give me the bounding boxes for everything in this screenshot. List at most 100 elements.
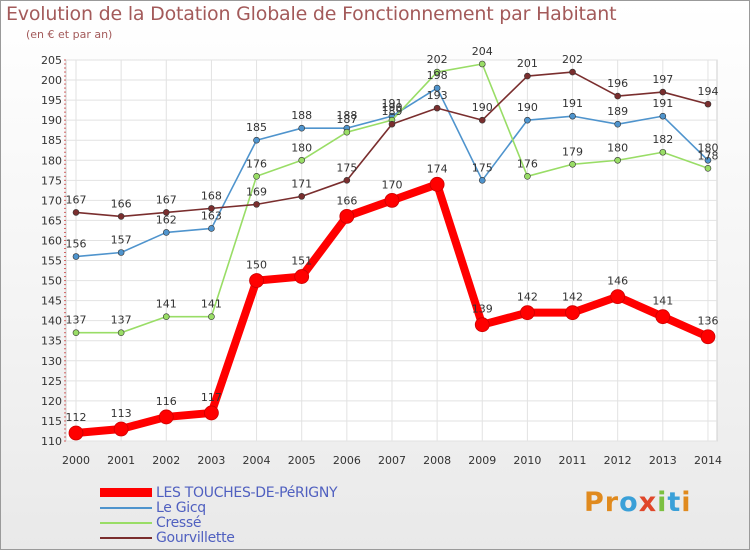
y-tick-label: 140 xyxy=(41,315,62,328)
y-tick-label: 130 xyxy=(41,355,62,368)
data-label-les-touches-de-p-rigny: 170 xyxy=(381,178,402,191)
data-point-gourvillette xyxy=(388,120,396,128)
data-point-gourvillette xyxy=(253,201,260,208)
logo-letter: i xyxy=(657,487,668,518)
data-point-gourvillette xyxy=(298,193,306,200)
data-label-les-touches-de-p-rigny: 174 xyxy=(427,162,448,175)
y-tick-label: 175 xyxy=(41,174,62,187)
logo-letter: i xyxy=(681,487,692,518)
x-tick-label: 2001 xyxy=(107,454,135,467)
data-label-cress-: 141 xyxy=(201,298,222,311)
legend-label: Cressé xyxy=(156,514,202,531)
y-tick-label: 205 xyxy=(41,54,62,67)
data-point-cress- xyxy=(704,164,712,172)
data-point-cress- xyxy=(659,148,667,156)
data-label-gourvillette: 175 xyxy=(336,161,357,174)
data-label-le-gicq: 175 xyxy=(472,161,493,174)
data-point-les-touches-de-p-rigny xyxy=(565,305,580,321)
data-point-les-touches-de-p-rigny xyxy=(520,305,535,321)
data-label-gourvillette: 169 xyxy=(246,185,267,198)
data-label-cress-: 187 xyxy=(336,113,357,126)
data-label-cress-: 180 xyxy=(291,141,312,154)
data-point-les-touches-de-p-rigny xyxy=(429,176,445,192)
data-label-cress-: 176 xyxy=(517,157,538,170)
data-label-le-gicq: 191 xyxy=(652,97,673,110)
legend-item-les-touches-de-p-rigny: LES TOUCHES-DE-PéRIGNY xyxy=(100,485,338,501)
data-point-gourvillette xyxy=(704,100,712,108)
data-label-le-gicq: 191 xyxy=(381,97,402,110)
data-point-le-gicq xyxy=(208,225,215,232)
data-label-cress-: 204 xyxy=(472,45,493,58)
data-label-gourvillette: 201 xyxy=(517,57,538,70)
data-point-les-touches-de-p-rigny xyxy=(158,409,174,425)
x-tick-label: 2006 xyxy=(333,454,361,467)
data-point-le-gicq xyxy=(72,253,80,260)
data-label-le-gicq: 162 xyxy=(156,213,177,226)
logo-letter: P xyxy=(584,487,605,518)
y-tick-label: 170 xyxy=(41,194,62,207)
data-label-les-touches-de-p-rigny: 116 xyxy=(156,395,177,408)
x-tick-label: 2002 xyxy=(152,454,180,467)
data-point-cress- xyxy=(208,313,215,320)
data-point-cress- xyxy=(524,173,531,180)
data-label-les-touches-de-p-rigny: 139 xyxy=(472,303,493,316)
y-tick-label: 160 xyxy=(41,234,62,247)
data-label-gourvillette: 202 xyxy=(562,53,583,66)
data-label-gourvillette: 197 xyxy=(652,73,673,86)
data-point-les-touches-de-p-rigny xyxy=(339,209,355,224)
x-tick-label: 2014 xyxy=(694,454,722,467)
data-label-les-touches-de-p-rigny: 112 xyxy=(66,411,87,424)
y-tick-label: 125 xyxy=(41,375,62,388)
legend-swatch xyxy=(100,488,152,497)
data-label-gourvillette: 171 xyxy=(291,177,312,190)
data-label-gourvillette: 190 xyxy=(472,101,493,114)
x-tick-label: 2013 xyxy=(649,454,677,467)
y-tick-label: 150 xyxy=(41,275,62,288)
data-point-gourvillette xyxy=(72,209,80,216)
y-tick-label: 110 xyxy=(41,435,62,448)
chart-title: Evolution de la Dotation Globale de Fonc… xyxy=(6,3,617,25)
y-tick-label: 185 xyxy=(41,134,62,147)
data-point-les-touches-de-p-rigny xyxy=(610,289,626,305)
data-point-gourvillette xyxy=(433,104,441,112)
data-point-les-touches-de-p-rigny xyxy=(113,421,129,437)
data-point-cress- xyxy=(298,156,306,164)
x-tick-label: 2007 xyxy=(378,454,406,467)
data-label-les-touches-de-p-rigny: 142 xyxy=(562,291,583,304)
data-label-le-gicq: 180 xyxy=(697,141,718,154)
data-point-le-gicq xyxy=(659,112,667,120)
y-tick-label: 190 xyxy=(41,114,62,127)
legend: LES TOUCHES-DE-PéRIGNY Le Gicq Cressé Gourv… xyxy=(100,485,338,546)
data-label-les-touches-de-p-rigny: 142 xyxy=(517,291,538,304)
legend-item-gourvillette: Gourvillette xyxy=(100,529,337,546)
legend-swatch xyxy=(100,536,152,539)
data-point-le-gicq xyxy=(298,124,306,132)
data-label-les-touches-de-p-rigny: 113 xyxy=(111,407,132,420)
data-label-gourvillette: 166 xyxy=(111,197,132,210)
y-tick-label: 120 xyxy=(41,395,62,408)
data-point-les-touches-de-p-rigny xyxy=(655,309,671,325)
legend-label: Gourvillette xyxy=(156,529,235,546)
data-point-les-touches-de-p-rigny xyxy=(700,329,716,345)
x-tick-label: 2005 xyxy=(288,454,316,467)
data-point-le-gicq xyxy=(253,136,260,144)
data-label-les-touches-de-p-rigny: 151 xyxy=(291,255,312,268)
data-point-gourvillette xyxy=(117,213,125,220)
data-point-cress- xyxy=(72,329,80,337)
data-point-le-gicq xyxy=(569,112,576,120)
data-label-les-touches-de-p-rigny: 150 xyxy=(246,259,267,272)
data-point-gourvillette xyxy=(208,205,215,212)
y-tick-label: 195 xyxy=(41,94,62,107)
y-tick-label: 145 xyxy=(41,295,62,308)
data-label-cress-: 179 xyxy=(562,145,583,158)
chart-subtitle: (en € et par an) xyxy=(26,28,113,41)
data-point-cress- xyxy=(343,128,351,136)
data-label-le-gicq: 190 xyxy=(517,101,538,114)
x-tick-label: 2012 xyxy=(604,454,632,467)
data-label-gourvillette: 167 xyxy=(156,193,177,206)
data-label-cress-: 141 xyxy=(156,298,177,311)
data-point-cress- xyxy=(569,160,576,168)
data-label-les-touches-de-p-rigny: 141 xyxy=(652,295,673,308)
